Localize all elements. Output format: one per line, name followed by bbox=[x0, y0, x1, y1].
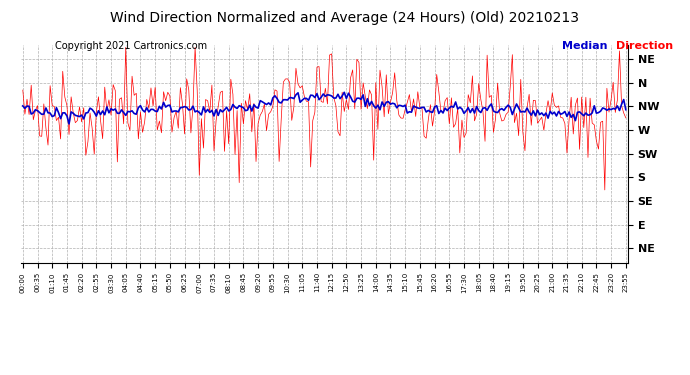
Text: Direction: Direction bbox=[615, 41, 673, 51]
Text: Copyright 2021 Cartronics.com: Copyright 2021 Cartronics.com bbox=[55, 41, 207, 51]
Text: Wind Direction Normalized and Average (24 Hours) (Old) 20210213: Wind Direction Normalized and Average (2… bbox=[110, 11, 580, 25]
Text: Median: Median bbox=[562, 41, 607, 51]
